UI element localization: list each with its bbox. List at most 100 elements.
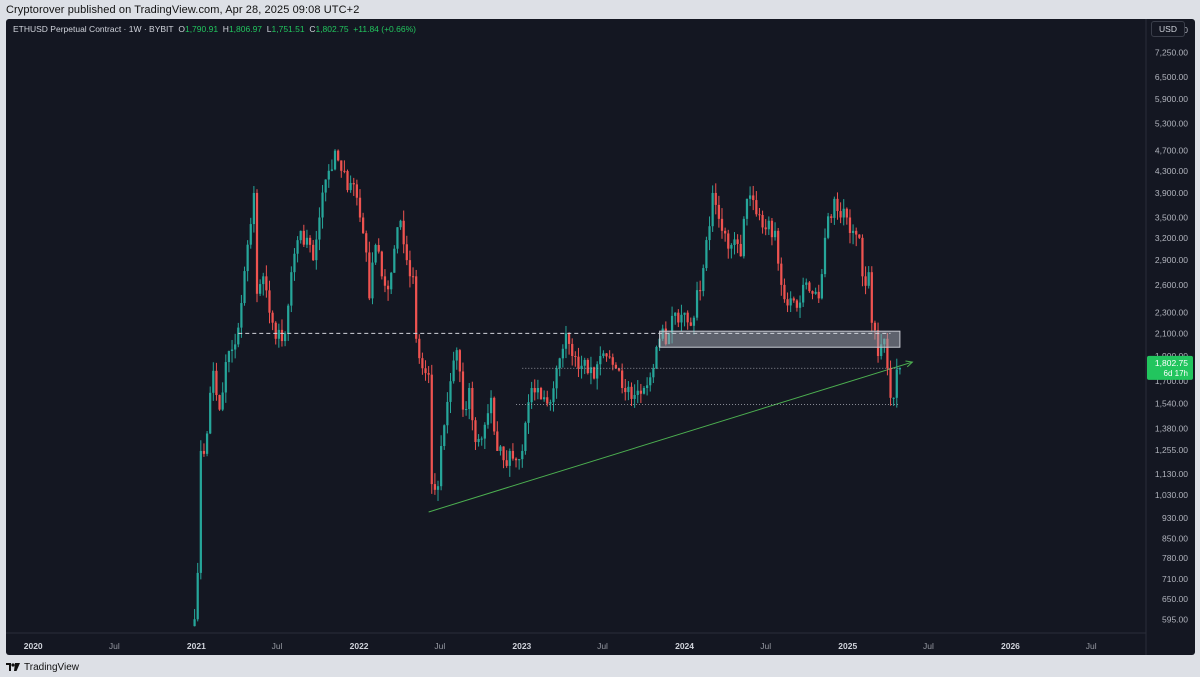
candle-up [446, 401, 449, 426]
candle-down [474, 420, 477, 443]
candle-up [393, 248, 396, 273]
candle-up [315, 239, 318, 261]
candle-down [411, 276, 415, 278]
candle-up [464, 409, 468, 411]
candle-down [312, 244, 315, 261]
candle-down [265, 276, 268, 291]
chart-panel[interactable]: 8,000.007,250.006,500.005,900.005,300.00… [6, 19, 1195, 655]
change-value: +11.84 (+0.66%) [353, 24, 416, 34]
candle-down [770, 220, 774, 238]
price-tick-label: 2,300.00 [1155, 308, 1188, 318]
candle-down [514, 458, 518, 461]
candle-up [518, 459, 521, 461]
candle-up [530, 388, 533, 403]
candle-up [695, 290, 699, 318]
candle-down [571, 343, 574, 357]
candle-down [724, 230, 727, 234]
candle-up [390, 272, 393, 290]
candle-up [527, 402, 530, 423]
candle-down [377, 245, 380, 252]
candle-up [333, 150, 337, 170]
trendline-arrow-icon [905, 360, 914, 368]
candle-up [234, 344, 237, 350]
currency-button[interactable]: USD [1151, 21, 1185, 37]
candle-down [855, 230, 858, 235]
candle-up [633, 394, 636, 399]
time-tick-label: 2021 [187, 641, 206, 651]
candle-up [486, 413, 490, 425]
candle-up [823, 237, 827, 275]
candle-up [692, 317, 696, 326]
price-tick-label: 595.00 [1162, 614, 1188, 624]
candle-down [786, 299, 789, 306]
candle-down [358, 197, 362, 218]
candle-down [611, 357, 614, 365]
candle-down [533, 388, 536, 393]
candle-down [764, 227, 767, 230]
candle-up [655, 346, 658, 369]
candle-down [461, 371, 465, 410]
candle-up [851, 230, 855, 233]
low-value: 1,751.51 [271, 24, 305, 34]
price-tick-label: 3,500.00 [1155, 212, 1188, 222]
candle-up [396, 227, 399, 249]
candle-up [436, 486, 440, 490]
candle-down [502, 446, 505, 461]
candle-up [477, 438, 480, 443]
published-caption: Cryptorover published on TradingView.com… [6, 4, 360, 16]
candle-up [867, 272, 870, 286]
price-tick-label: 5,300.00 [1155, 118, 1188, 128]
price-tick-label: 850.00 [1162, 533, 1188, 543]
candlestick-chart[interactable]: 8,000.007,250.006,500.005,900.005,300.00… [6, 19, 1195, 655]
candle-down [836, 198, 839, 212]
candle-up [773, 230, 777, 238]
candle-down [586, 359, 589, 374]
candle-up [262, 276, 265, 285]
price-tick-label: 1,130.00 [1155, 469, 1188, 479]
candle-down [870, 272, 873, 323]
footer-brand: TradingView [24, 661, 80, 673]
candle-current [898, 367, 902, 370]
tradingview-logo-icon [6, 663, 20, 671]
candle-down [811, 291, 814, 294]
candle-down [839, 211, 842, 218]
candle-down [817, 291, 820, 299]
price-tick-label: 650.00 [1162, 594, 1188, 604]
candle-up [748, 195, 752, 199]
candle-down [624, 387, 627, 393]
candle-up [227, 351, 231, 363]
footer: TradingView [6, 659, 79, 675]
candle-up [833, 198, 836, 218]
candle-down [830, 216, 833, 218]
candle-up [399, 220, 402, 228]
candle-countdown-label: 6d 17h [1164, 369, 1188, 378]
candle-down [418, 338, 421, 359]
candle-down [368, 252, 371, 299]
high-label: H [222, 24, 229, 34]
candle-down [343, 170, 346, 172]
candle-up [652, 368, 655, 378]
candle-up [480, 438, 483, 440]
candle-up [842, 208, 845, 218]
price-tick-label: 4,300.00 [1155, 166, 1188, 176]
time-tick-label: 2026 [1001, 641, 1020, 651]
candle-up [742, 218, 745, 257]
candle-up [252, 192, 256, 225]
candle-down [699, 290, 702, 292]
current-price-tag [1147, 355, 1193, 380]
candle-down [352, 183, 355, 185]
candle-up [596, 364, 599, 379]
symbol-label[interactable]: ETHUSD Perpetual Contract · 1W · BYBIT [13, 24, 174, 34]
candle-up [802, 284, 805, 303]
candle-down [215, 370, 218, 396]
candle-up [670, 315, 674, 334]
candle-down [864, 276, 867, 286]
time-tick-label: 2022 [350, 641, 369, 651]
candle-up [287, 305, 290, 334]
candle-down [202, 450, 206, 454]
price-tick-label: 780.00 [1162, 553, 1188, 563]
candle-down [218, 395, 221, 410]
candle-up [318, 217, 321, 240]
time-tick-label: Jul [760, 641, 771, 651]
candle-down [574, 356, 577, 358]
